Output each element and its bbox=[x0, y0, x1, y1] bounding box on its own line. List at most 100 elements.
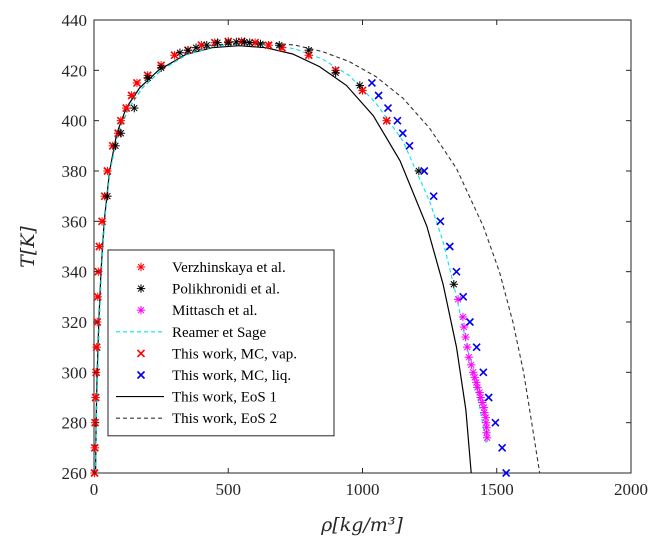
point-mittasch-et-al bbox=[475, 388, 484, 397]
point-this-work-mc-liq bbox=[429, 192, 438, 201]
x-tick-label: 2000 bbox=[614, 480, 648, 499]
axis-ticks: 0 500 1000 1500 2000 260 280 300 320 340 360 380 400… bbox=[62, 11, 649, 499]
y-axis-label: T[K] bbox=[17, 226, 39, 268]
point-polikhronidi-et-al bbox=[224, 38, 233, 47]
y-tick-label: 260 bbox=[62, 464, 88, 483]
point-polikhronidi-et-al bbox=[111, 141, 120, 151]
point-polikhronidi-et-al bbox=[213, 38, 222, 47]
legend-item: This work, MC, vap. bbox=[136, 346, 297, 362]
point-this-work-mc-liq bbox=[436, 217, 445, 226]
legend-item: This work, MC, liq. bbox=[136, 368, 291, 384]
y-tick-label: 340 bbox=[62, 263, 88, 282]
point-this-work-mc-liq bbox=[367, 78, 376, 87]
point-this-work-mc-liq bbox=[459, 292, 468, 301]
point-mittasch-et-al bbox=[472, 378, 481, 387]
point-polikhronidi-et-al bbox=[240, 37, 249, 47]
point-verzhinskaya-et-al bbox=[103, 166, 112, 176]
legend-label: This work, EoS 2 bbox=[172, 411, 277, 427]
legend-item: Polikhronidi et al. bbox=[136, 282, 280, 298]
legend-swatch bbox=[136, 306, 146, 315]
point-polikhronidi-et-al bbox=[191, 43, 201, 52]
point-mittasch-et-al bbox=[461, 332, 470, 342]
point-this-work-mc-liq bbox=[472, 343, 481, 352]
legend-label: Mittasch et al. bbox=[172, 303, 257, 319]
point-verzhinskaya-et-al bbox=[116, 116, 126, 125]
point-polikhronidi-et-al bbox=[256, 39, 265, 49]
point-this-work-mc-liq bbox=[393, 116, 402, 125]
point-verzhinskaya-et-al bbox=[358, 86, 367, 95]
legend-label: Reamer et Sage bbox=[172, 325, 266, 341]
x-tick-label: 0 bbox=[90, 480, 99, 499]
legend-label: Polikhronidi et al. bbox=[172, 282, 280, 298]
y-tick-label: 280 bbox=[62, 414, 88, 433]
point-polikhronidi-et-al bbox=[275, 40, 284, 50]
legend: Verzhinskaya et al. Polikhronidi et al. Mi… bbox=[107, 249, 335, 437]
point-verzhinskaya-et-al bbox=[91, 393, 100, 402]
point-mittasch-et-al bbox=[463, 342, 472, 352]
point-this-work-mc-liq bbox=[445, 242, 454, 251]
legend-item: This work, EoS 2 bbox=[116, 411, 277, 427]
point-polikhronidi-et-al bbox=[232, 37, 241, 47]
point-this-work-mc-liq bbox=[479, 368, 488, 377]
point-polikhronidi-et-al bbox=[414, 166, 424, 176]
point-verzhinskaya-et-al bbox=[93, 292, 102, 302]
legend-swatch bbox=[136, 370, 146, 380]
y-tick-label: 380 bbox=[62, 162, 88, 181]
point-mittasch-et-al bbox=[458, 312, 468, 322]
point-polikhronidi-et-al bbox=[202, 40, 211, 50]
point-verzhinskaya-et-al bbox=[304, 51, 313, 60]
point-this-work-mc-liq bbox=[398, 129, 407, 138]
y-tick-label: 440 bbox=[62, 11, 88, 30]
legend-box bbox=[107, 249, 335, 437]
point-polikhronidi-et-al bbox=[183, 46, 193, 55]
legend-swatch bbox=[136, 262, 146, 272]
legend-item: Verzhinskaya et al. bbox=[136, 260, 286, 276]
point-verzhinskaya-et-al bbox=[264, 40, 273, 50]
point-mittasch-et-al bbox=[480, 408, 489, 417]
x-tick-label: 1000 bbox=[346, 480, 380, 499]
point-mittasch-et-al bbox=[464, 353, 474, 362]
point-polikhronidi-et-al bbox=[116, 129, 126, 138]
point-this-work-mc-liq bbox=[502, 468, 511, 478]
point-polikhronidi-et-al bbox=[175, 48, 185, 57]
point-verzhinskaya-et-al bbox=[95, 242, 104, 251]
y-tick-label: 420 bbox=[62, 61, 88, 80]
point-polikhronidi-et-al bbox=[304, 46, 313, 55]
y-tick-label: 400 bbox=[62, 112, 88, 131]
legend-label: This work, MC, liq. bbox=[172, 368, 291, 384]
point-this-work-mc-liq bbox=[374, 91, 383, 100]
point-verzhinskaya-et-al bbox=[97, 217, 107, 226]
point-mittasch-et-al bbox=[482, 423, 491, 432]
point-polikhronidi-et-al bbox=[156, 63, 166, 73]
y-tick-label: 360 bbox=[62, 212, 88, 231]
point-polikhronidi-et-al bbox=[143, 73, 152, 83]
point-verzhinskaya-et-al bbox=[382, 116, 391, 125]
point-polikhronidi-et-al bbox=[130, 103, 139, 113]
point-this-work-mc-liq bbox=[498, 443, 507, 452]
point-polikhronidi-et-al bbox=[449, 280, 458, 289]
point-verzhinskaya-et-al bbox=[90, 443, 100, 453]
x-tick-label: 500 bbox=[216, 480, 242, 499]
x-axis-label: ρ[kg/m³] bbox=[320, 514, 403, 536]
point-polikhronidi-et-al bbox=[355, 81, 365, 90]
legend-label: This work, MC, vap. bbox=[172, 346, 297, 362]
point-mittasch-et-al bbox=[482, 433, 492, 442]
legend-label: Verzhinskaya et al. bbox=[172, 260, 286, 276]
point-verzhinskaya-et-al bbox=[127, 91, 136, 100]
point-polikhronidi-et-al bbox=[331, 68, 340, 78]
point-verzhinskaya-et-al bbox=[132, 78, 142, 88]
legend-item: Reamer et Sage bbox=[116, 325, 266, 341]
point-this-work-mc-liq bbox=[452, 267, 461, 276]
point-polikhronidi-et-al bbox=[103, 191, 112, 201]
point-polikhronidi-et-al bbox=[245, 38, 254, 47]
point-verzhinskaya-et-al bbox=[122, 103, 131, 113]
legend-item: This work, EoS 1 bbox=[116, 390, 277, 406]
point-this-work-mc-liq bbox=[420, 166, 429, 176]
point-this-work-mc-liq bbox=[491, 418, 500, 427]
point-mittasch-et-al bbox=[467, 360, 476, 369]
legend-label: This work, EoS 1 bbox=[172, 390, 277, 406]
legend-swatch bbox=[136, 349, 146, 358]
point-this-work-mc-liq bbox=[405, 141, 414, 150]
point-this-work-mc-liq bbox=[383, 104, 393, 113]
